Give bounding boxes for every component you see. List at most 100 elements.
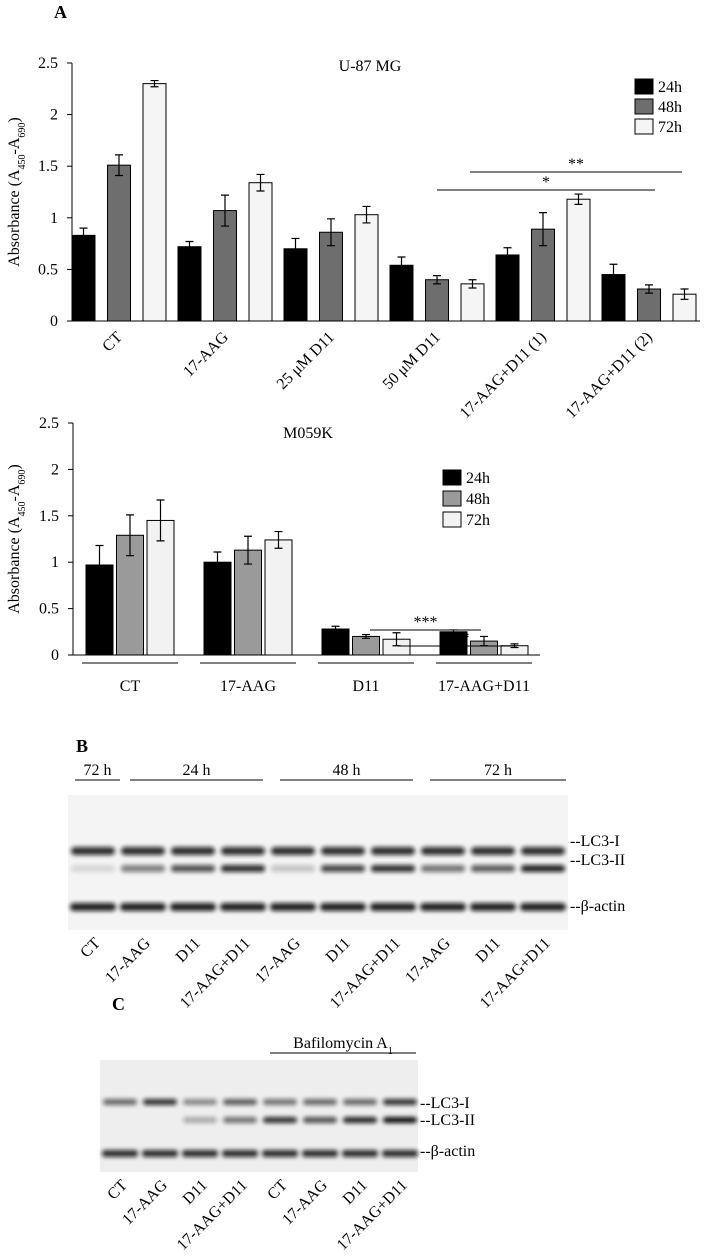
band-actin (120, 903, 166, 911)
bar (566, 198, 591, 322)
error-bar (539, 212, 547, 247)
lane-group-header: 72 h (84, 762, 112, 779)
band-actin (270, 903, 316, 911)
y-axis-label-part: 690 (17, 470, 28, 485)
error-bar (150, 79, 159, 88)
error-bar (433, 274, 441, 285)
band-actin (222, 1150, 258, 1157)
bar (354, 214, 379, 322)
error-bar (331, 625, 340, 633)
lane-label: 17-AAG (252, 934, 304, 986)
lane-label: 17-AAG (102, 934, 154, 986)
error-bar (156, 499, 165, 542)
band-lc3-i (343, 1099, 377, 1105)
y-tick-label: 0 (51, 647, 59, 664)
error-bar (609, 263, 618, 286)
marker-label: --LC3-II (570, 852, 625, 869)
bar (107, 164, 131, 322)
marker-label: --β-actin (420, 1143, 475, 1160)
error-bar (256, 173, 265, 192)
band-actin (320, 903, 366, 911)
legend-swatch (634, 98, 654, 115)
band-lc3-i (471, 847, 515, 855)
x-tick-label: D11 (353, 678, 380, 695)
bar (637, 288, 661, 322)
chart-title: U-87 MG (339, 58, 402, 75)
chart-title: M059K (283, 425, 333, 442)
bar (425, 279, 449, 322)
y-tick-label: 2 (51, 461, 59, 478)
legend-label: 24h (658, 79, 682, 96)
band-actin (520, 903, 566, 911)
band-lc3-i (303, 1099, 337, 1105)
band-lc3-ii (471, 865, 515, 872)
band-lc3-ii (171, 865, 215, 872)
y-tick-label: 0.5 (38, 261, 58, 278)
lane-label: CT (104, 1177, 131, 1204)
significance-label: *** (414, 614, 438, 631)
marker-label: --LC3-I (420, 1095, 470, 1112)
band-actin (70, 903, 116, 911)
bar (321, 628, 350, 656)
lane-group-header: 24 h (183, 762, 211, 779)
band-actin (342, 1150, 378, 1157)
band-lc3-ii (303, 1117, 337, 1123)
y-axis-label-part: 450 (17, 154, 28, 169)
y-axis-label-part: -A (6, 484, 23, 501)
band-lc3-i (71, 847, 115, 855)
lane-label: 17-AAG+D11 (174, 1177, 251, 1254)
band-lc3-ii (221, 865, 265, 872)
legend-label: 48h (466, 491, 490, 508)
error-bar (221, 194, 229, 227)
bar (248, 182, 273, 322)
legend-label: 48h (658, 99, 682, 116)
error-bar (213, 551, 222, 574)
lane-label: CT (77, 935, 104, 962)
lane-label: D11 (323, 935, 354, 966)
x-tick-label: 17-AAG+D11 (438, 678, 530, 695)
x-tick-label: 17-AAG (180, 328, 232, 380)
y-axis-label-part: -A (6, 137, 23, 154)
y-axis-label-part: Absorbance (A (6, 516, 23, 614)
error-bar (362, 205, 371, 224)
y-axis-label: Absorbance (A450-A690) (6, 117, 28, 267)
y-tick-label: 0.5 (39, 601, 59, 618)
significance-label: *** (446, 630, 470, 647)
band-actin (102, 1150, 138, 1157)
band-lc3-i (221, 847, 265, 855)
panel-label: C (112, 994, 125, 1014)
band-lc3-i (103, 1099, 137, 1105)
error-bar (645, 284, 653, 294)
legend-swatch (634, 78, 654, 95)
band-lc3-i (421, 847, 465, 855)
error-bar (291, 237, 300, 260)
marker-label: --LC3-II (420, 1112, 475, 1129)
lane-label: D11 (473, 935, 504, 966)
error-bar (574, 193, 583, 205)
y-axis-label: Absorbance (A450-A690) (6, 464, 28, 614)
x-tick-label: CT (99, 329, 126, 356)
band-actin (370, 903, 416, 911)
x-tick-label: CT (120, 678, 141, 695)
y-tick-label: 2.5 (39, 415, 59, 432)
band-lc3-i (183, 1099, 217, 1105)
band-lc3-i (383, 1099, 417, 1105)
bar (460, 283, 485, 322)
lane-group-header: 72 h (484, 762, 512, 779)
error-bar (468, 279, 477, 289)
legend-label: 72h (658, 119, 682, 136)
y-axis-label-part: ) (6, 464, 23, 469)
y-axis-label-part: 690 (17, 123, 28, 138)
error-bar (95, 544, 104, 586)
x-tick-label: 17-AAG+D11 (2) (563, 329, 656, 422)
bar (234, 549, 262, 656)
legend-swatch (634, 118, 654, 135)
bar (142, 83, 167, 322)
band-lc3-ii (321, 865, 365, 872)
x-tick-label: 50 μM D11 (380, 329, 444, 393)
error-bar (244, 535, 252, 565)
band-lc3-i (121, 847, 165, 855)
y-tick-label: 1 (50, 210, 58, 227)
x-tick-label: 17-AAG+D11 (1) (457, 329, 550, 422)
lane-label: 17-AAG (402, 934, 454, 986)
